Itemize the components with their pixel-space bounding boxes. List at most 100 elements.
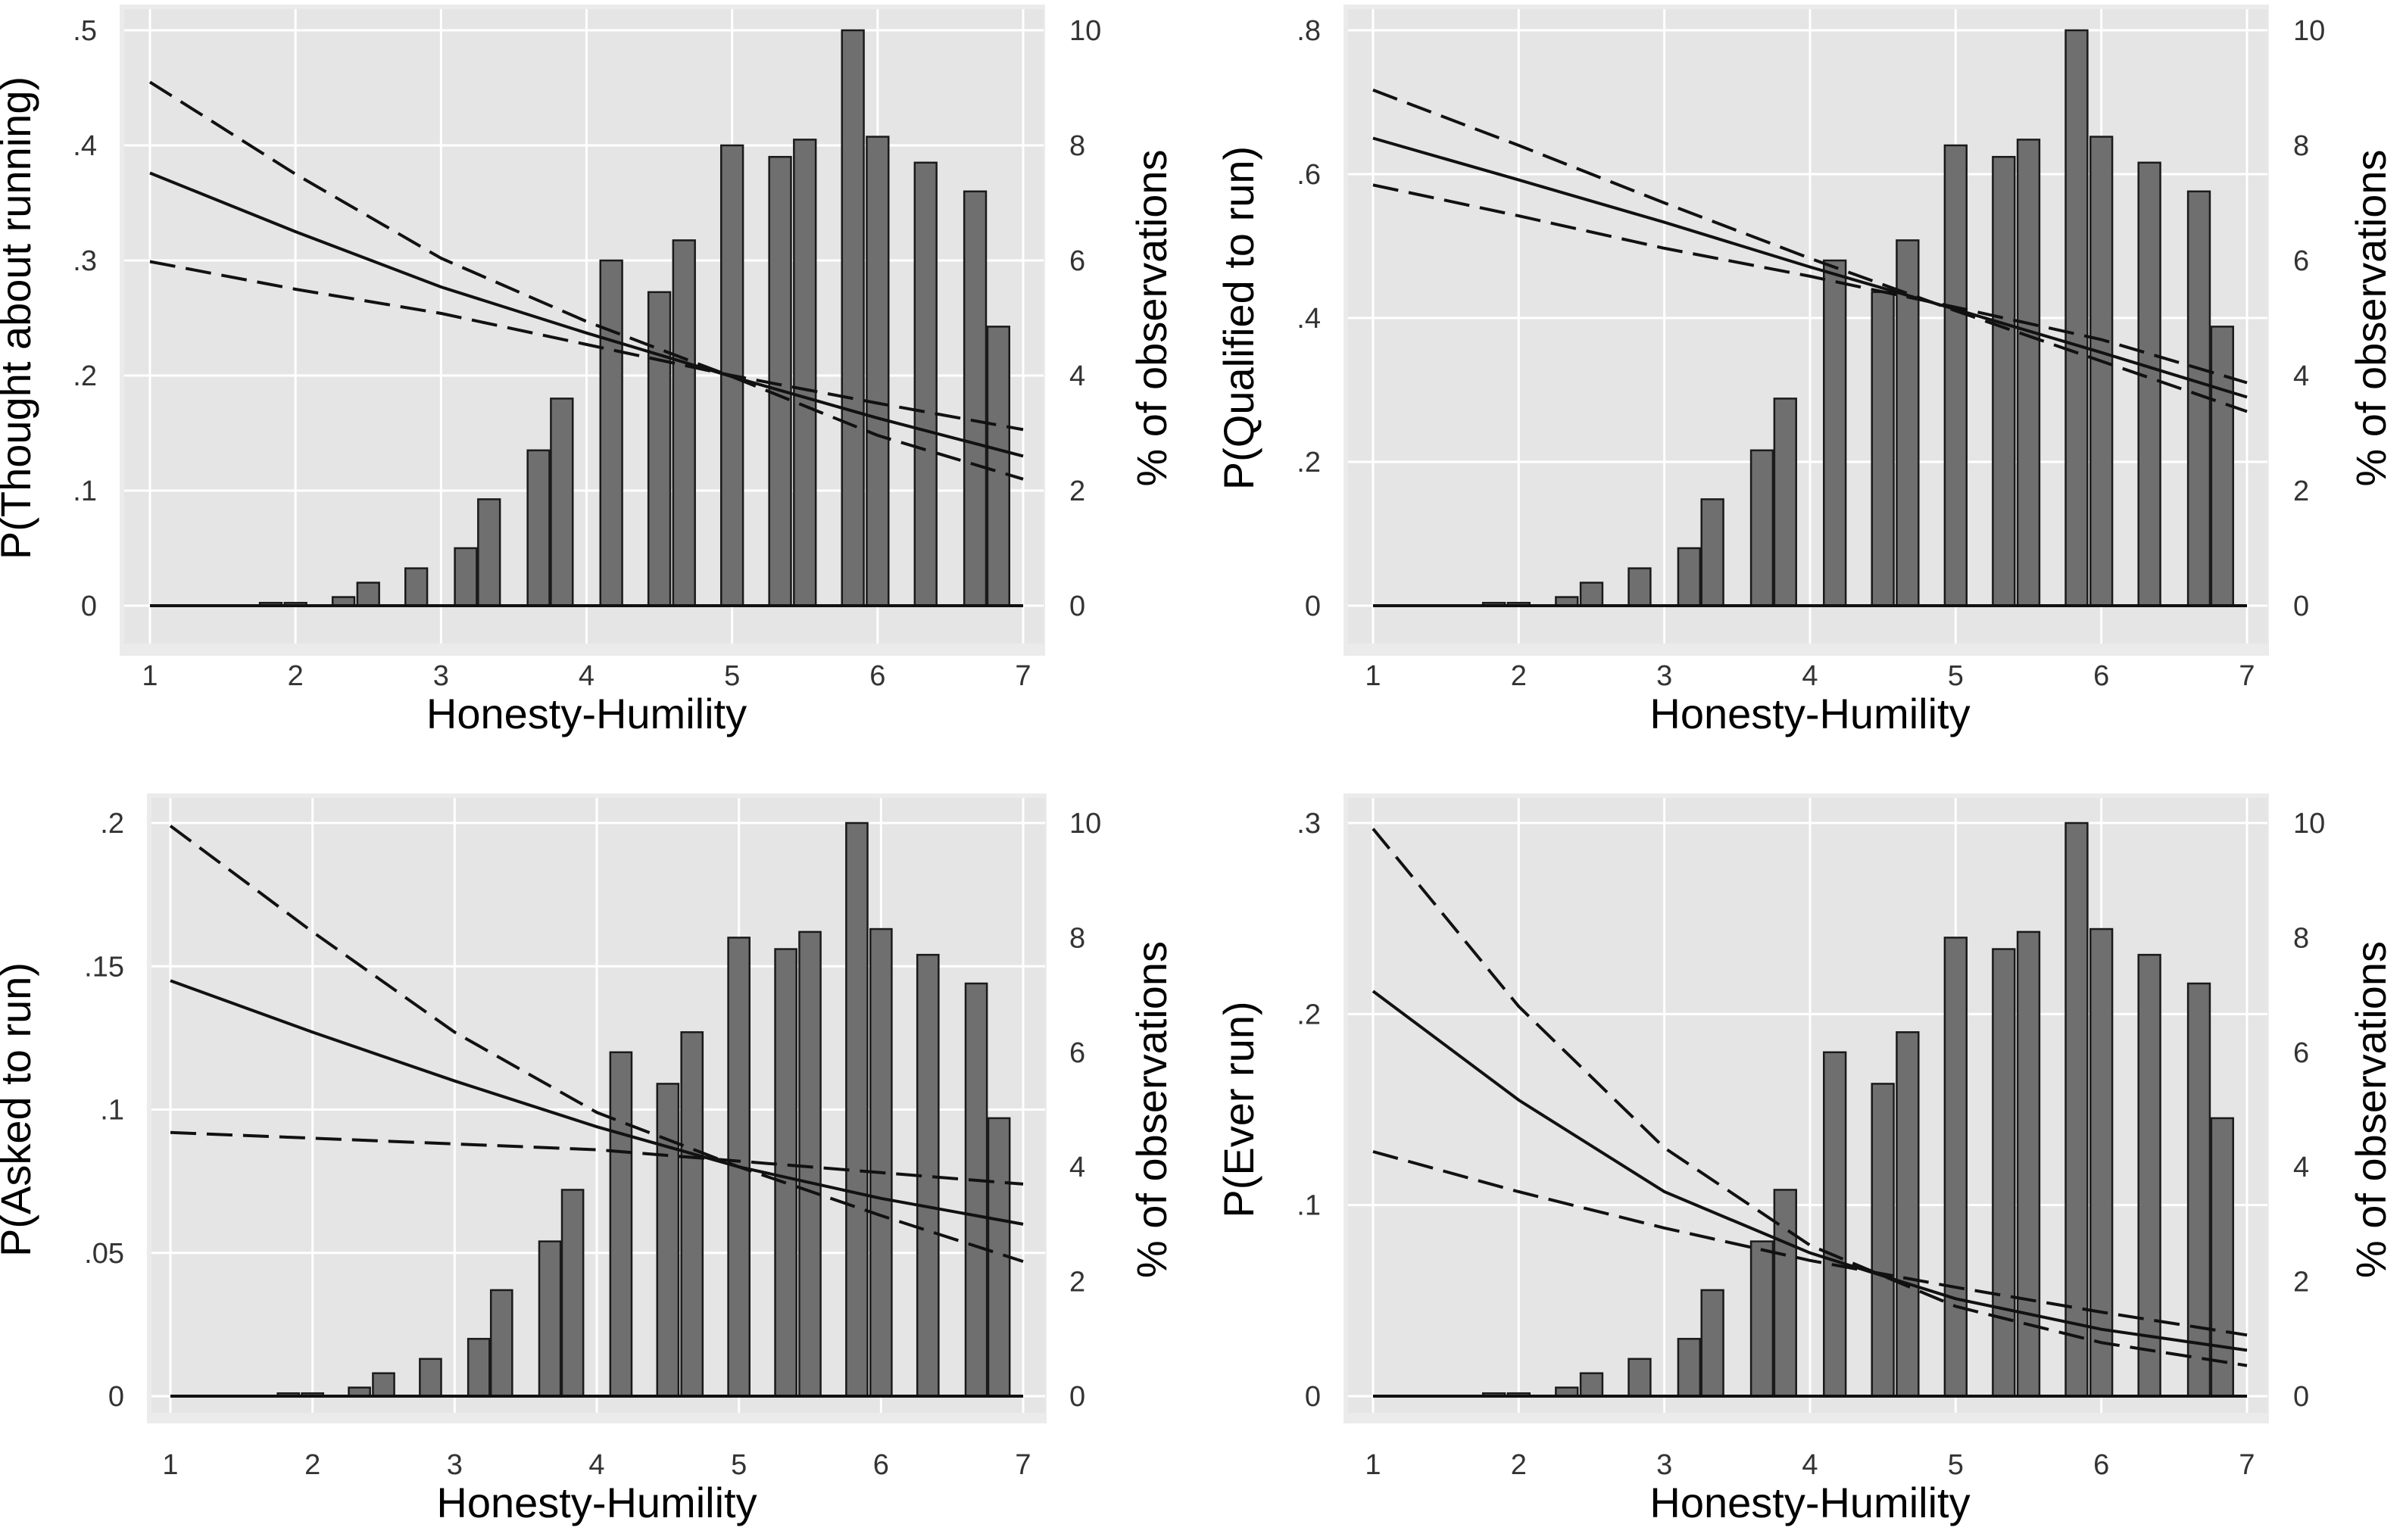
histogram-bar — [647, 291, 672, 607]
y2-tick-label: 2 — [1069, 1267, 1085, 1298]
histogram-bar — [963, 190, 988, 607]
histogram-bar — [2016, 931, 2041, 1398]
histogram-bar — [404, 567, 429, 607]
y2-axis-title: % of observations — [1128, 149, 1175, 486]
predicted-probability-line — [149, 171, 1024, 458]
y2-tick-label: 10 — [2293, 15, 2325, 47]
y-tick-label: .2 — [1297, 999, 1321, 1030]
x-tick-label: 2 — [288, 660, 304, 692]
histogram-bar — [869, 927, 893, 1398]
y-tick-label: .4 — [73, 130, 97, 162]
y2-tick-label: 8 — [1069, 922, 1085, 954]
x-tick-label: 6 — [869, 660, 885, 692]
y-axis-title: P(Asked to run) — [0, 962, 39, 1257]
histogram-bar — [1992, 948, 2016, 1398]
y2-tick-label: 10 — [2293, 808, 2325, 840]
x-tick-label: 3 — [1656, 1449, 1672, 1481]
chart-panel-1: 1 2 3 4 5 6 7 0 .1 .2 .3 .4 .5 0 2 4 6 8 10 Honesty-Humilit… — [0, 5, 1175, 737]
y-tick-label: .3 — [1297, 808, 1321, 840]
confidence-bound-line — [170, 1130, 1024, 1186]
plot-area — [124, 9, 1044, 644]
plot-area — [151, 798, 1045, 1413]
y-tick-label: .3 — [73, 245, 97, 277]
y-tick-label: .6 — [1297, 159, 1321, 191]
histogram-bar — [866, 136, 890, 607]
y2-axis-title: % of observations — [2347, 941, 2395, 1278]
y2-tick-label: 0 — [1069, 1381, 1085, 1413]
y2-tick-label: 0 — [2293, 1381, 2309, 1413]
x-axis-title: Honesty-Humility — [1649, 1479, 1970, 1526]
x-tick-label: 1 — [142, 660, 158, 692]
x-tick-label: 6 — [2093, 1449, 2109, 1481]
histogram-bar — [1943, 937, 1968, 1398]
histogram-bar — [841, 29, 865, 607]
histogram-bar — [672, 239, 696, 607]
chart-panel-3: 1 2 3 4 5 6 7 0 .05 .1 .15 .2 0 2 4 6 8 10 Honesty-Humilit… — [0, 793, 1175, 1526]
x-tick-label: 1 — [1365, 660, 1381, 692]
histogram-bar — [793, 139, 817, 607]
histogram-bar — [768, 155, 792, 607]
x-tick-label: 5 — [724, 660, 740, 692]
y-tick-label: .1 — [73, 475, 97, 507]
histogram-bar — [1943, 144, 1968, 607]
x-tick-label: 3 — [447, 1449, 463, 1481]
x-tick-label: 2 — [304, 1449, 320, 1481]
x-tick-label: 3 — [1656, 660, 1672, 692]
x-tick-label: 5 — [1948, 1449, 1964, 1481]
histogram-bar — [964, 982, 988, 1398]
predicted-probability-line — [1372, 136, 2248, 399]
histogram-bar — [1579, 1372, 1604, 1398]
y-tick-label: .1 — [100, 1095, 124, 1127]
x-tick-label: 2 — [1511, 1449, 1527, 1481]
y2-tick-label: 2 — [2293, 1267, 2309, 1298]
confidence-bound-line — [169, 825, 1024, 1264]
x-tick-label: 5 — [731, 1449, 747, 1481]
x-tick-label: 7 — [2239, 660, 2255, 692]
histogram-bar — [2016, 139, 2041, 607]
confidence-bound-line — [149, 260, 1024, 432]
y2-axis-title: % of observations — [1128, 941, 1175, 1278]
y2-tick-label: 4 — [1069, 360, 1085, 392]
confidence-bound-line — [1372, 1150, 2248, 1337]
y2-tick-label: 8 — [2293, 922, 2309, 954]
y2-tick-label: 10 — [1069, 15, 1101, 47]
histogram-bar — [1896, 239, 1920, 607]
histogram-bar — [1700, 498, 1724, 607]
y-tick-label: .1 — [1297, 1190, 1321, 1222]
plot-area — [1348, 9, 2267, 644]
confidence-bound-line — [1372, 183, 2248, 385]
y2-tick-label: 0 — [2293, 591, 2309, 622]
confidence-bound-line — [1372, 89, 2248, 413]
x-tick-label: 4 — [579, 660, 595, 692]
histogram-bar — [1896, 1031, 1920, 1398]
histogram-bar — [1700, 1289, 1724, 1398]
x-tick-label: 3 — [433, 660, 449, 692]
chart-panel-2: 1 2 3 4 5 6 7 0 .2 .4 .6 .8 0 2 4 6 8 10 Honesty-Humility P… — [1215, 5, 2395, 737]
y2-tick-label: 6 — [1069, 1037, 1085, 1069]
histogram-bar — [2210, 1117, 2234, 1398]
y-tick-label: 0 — [1305, 591, 1321, 622]
x-tick-label: 7 — [1015, 660, 1031, 692]
histogram-bar — [1627, 1358, 1652, 1398]
predicted-probability-line — [1372, 990, 2248, 1352]
histogram-bar — [372, 1372, 395, 1398]
histogram-bar — [550, 397, 574, 607]
histogram-bar — [1871, 291, 1895, 607]
histogram-bar — [538, 1240, 562, 1398]
confidence-bound-line — [1372, 828, 2248, 1367]
histogram-bar — [1677, 547, 1702, 607]
y2-tick-label: 2 — [2293, 475, 2309, 507]
histogram-bar — [1749, 449, 1774, 607]
y-tick-label: .05 — [84, 1238, 124, 1270]
histogram-bar — [1627, 567, 1652, 607]
y-tick-label: .15 — [84, 951, 124, 983]
histogram-bar — [1677, 1338, 1702, 1398]
y2-tick-label: 2 — [1069, 475, 1085, 507]
histogram-bar — [1992, 155, 2016, 607]
histogram-bar — [1579, 581, 1604, 607]
histogram-bar — [1823, 259, 1847, 607]
histogram-bar — [2186, 982, 2211, 1398]
y-axis-title: P(Thought about running) — [0, 76, 39, 560]
histogram-bar — [680, 1031, 704, 1398]
